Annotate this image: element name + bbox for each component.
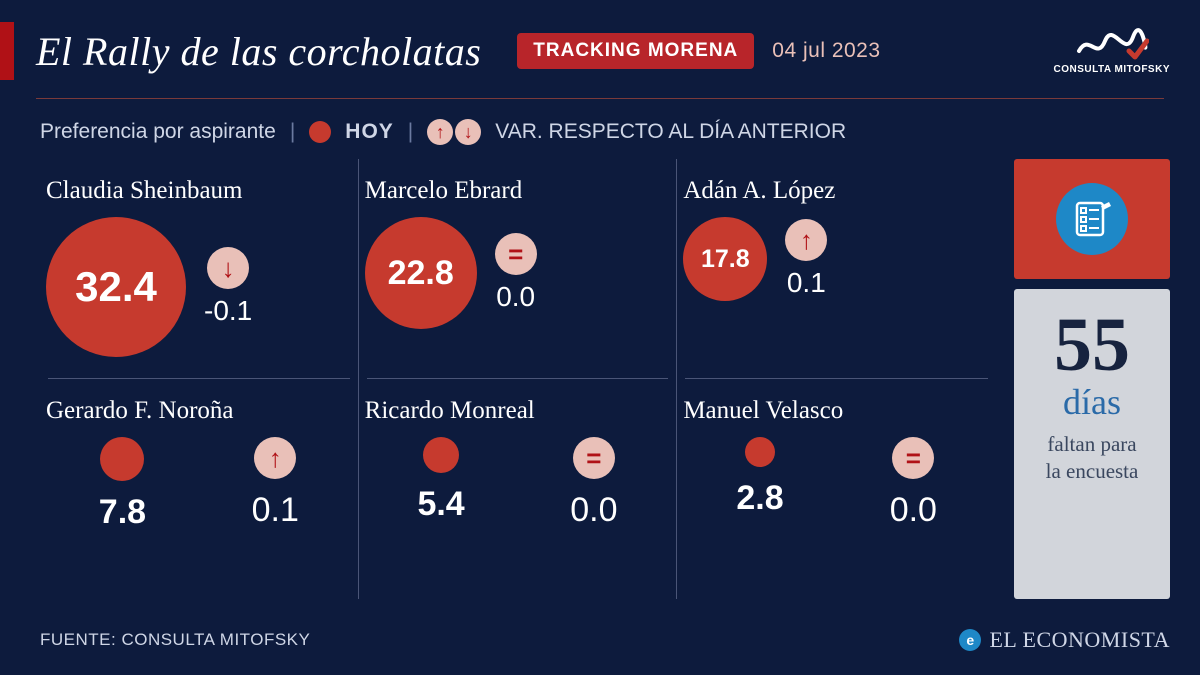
legend-today: HOY: [345, 120, 394, 144]
main: Claudia Sheinbaum 32.4 ↓ -0.1 Marcelo Ebrard…: [0, 159, 1200, 599]
value-bubble: 32.4: [46, 217, 186, 357]
candidate-cell: Manuel Velasco 2.8 = 0.0: [677, 379, 996, 599]
outlet-logo: e EL ECONOMISTA: [959, 627, 1170, 653]
candidate-value: 5.4: [417, 485, 464, 524]
candidate-name: Ricardo Monreal: [365, 397, 671, 425]
equal-icon: =: [495, 233, 537, 275]
date-label: 04 jul 2023: [772, 39, 880, 63]
candidate-cell: Marcelo Ebrard 22.8 = 0.0: [359, 159, 678, 379]
equal-icon: =: [573, 437, 615, 479]
scribble-icon: [1075, 27, 1149, 63]
delta-value: 0.0: [496, 281, 535, 313]
delta-value: 0.0: [570, 491, 617, 530]
delta-value: 0.1: [252, 491, 299, 530]
infographic: El Rally de las corcholatas TRACKING MOR…: [0, 0, 1200, 675]
legend-separator: |: [408, 120, 413, 144]
countdown-days-label: días: [1024, 381, 1160, 423]
page-title: El Rally de las corcholatas: [36, 28, 481, 75]
up-icon: ↑: [254, 437, 296, 479]
countdown-panel: 55 días faltan para la encuesta: [1014, 289, 1170, 599]
countdown-caption: faltan para la encuesta: [1024, 431, 1160, 484]
value-bubble: 22.8: [365, 217, 477, 329]
today-dot-icon: [309, 121, 331, 143]
outlet-icon: e: [959, 629, 981, 651]
countdown-days: 55: [1024, 311, 1160, 379]
value-bubble: [100, 437, 144, 481]
survey-icon: [1056, 183, 1128, 255]
candidate-value: 2.8: [736, 479, 783, 518]
up-icon: ↑: [785, 219, 827, 261]
candidate-name: Claudia Sheinbaum: [46, 177, 352, 205]
candidate-name: Gerardo F. Noroña: [46, 397, 352, 425]
delta-value: -0.1: [204, 295, 252, 327]
down-icon: ↓: [207, 247, 249, 289]
candidate-name: Adán A. López: [683, 177, 990, 205]
value-bubble: 17.8: [683, 217, 767, 301]
delta-value: 0.1: [787, 267, 826, 299]
arrow-down-icon: ↓: [455, 119, 481, 145]
footer: FUENTE: CONSULTA MITOFSKY e EL ECONOMIST…: [40, 627, 1170, 653]
value-bubble: [423, 437, 459, 473]
candidate-cell: Adán A. López 17.8 ↑ 0.1: [677, 159, 996, 379]
mitofsky-logo: CONSULTA MITOFSKY: [1054, 27, 1170, 75]
candidate-name: Marcelo Ebrard: [365, 177, 671, 205]
arrow-up-icon: ↑: [427, 119, 453, 145]
equal-icon: =: [892, 437, 934, 479]
tracking-badge: TRACKING MORENA: [517, 33, 754, 69]
delta: ↑ 0.1: [785, 219, 827, 299]
candidate-cell: Claudia Sheinbaum 32.4 ↓ -0.1: [40, 159, 359, 379]
candidate-name: Manuel Velasco: [683, 397, 990, 425]
source-label: FUENTE: CONSULTA MITOFSKY: [40, 630, 310, 650]
candidate-value: 7.8: [99, 493, 146, 532]
value-bubble: [745, 437, 775, 467]
sidebar-top: [1014, 159, 1170, 279]
legend-arrows-icon: ↑ ↓: [427, 119, 481, 145]
candidates-grid: Claudia Sheinbaum 32.4 ↓ -0.1 Marcelo Ebrard…: [40, 159, 996, 599]
accent-bar: [0, 22, 14, 80]
mitofsky-logo-text: CONSULTA MITOFSKY: [1054, 65, 1170, 75]
delta-value: 0.0: [890, 491, 937, 530]
legend-variation: VAR. RESPECTO AL DÍA ANTERIOR: [495, 120, 846, 144]
outlet-name: EL ECONOMISTA: [989, 627, 1170, 653]
legend: Preferencia por aspirante | HOY | ↑ ↓ VA…: [0, 99, 1200, 159]
candidate-cell: Ricardo Monreal 5.4 = 0.0: [359, 379, 678, 599]
delta: = 0.0: [495, 233, 537, 313]
legend-separator: |: [290, 120, 295, 144]
candidate-cell: Gerardo F. Noroña 7.8 ↑ 0.1: [40, 379, 359, 599]
header: El Rally de las corcholatas TRACKING MOR…: [0, 0, 1200, 98]
delta: ↓ -0.1: [204, 247, 252, 327]
sidebar: 55 días faltan para la encuesta: [1014, 159, 1170, 599]
legend-label: Preferencia por aspirante: [40, 120, 276, 144]
